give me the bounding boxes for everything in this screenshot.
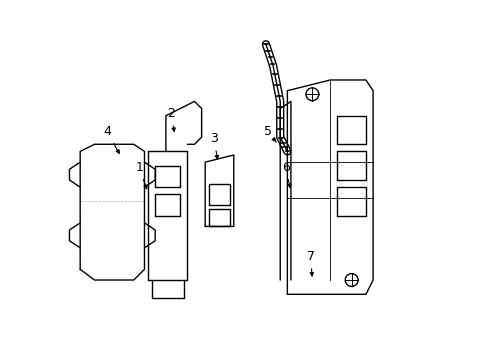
Text: 4: 4 <box>103 125 119 153</box>
Text: 5: 5 <box>263 125 276 142</box>
Text: 3: 3 <box>210 132 218 159</box>
Text: 1: 1 <box>135 161 147 189</box>
Text: 2: 2 <box>167 107 175 131</box>
Text: 7: 7 <box>306 250 314 276</box>
Text: 6: 6 <box>281 161 290 188</box>
